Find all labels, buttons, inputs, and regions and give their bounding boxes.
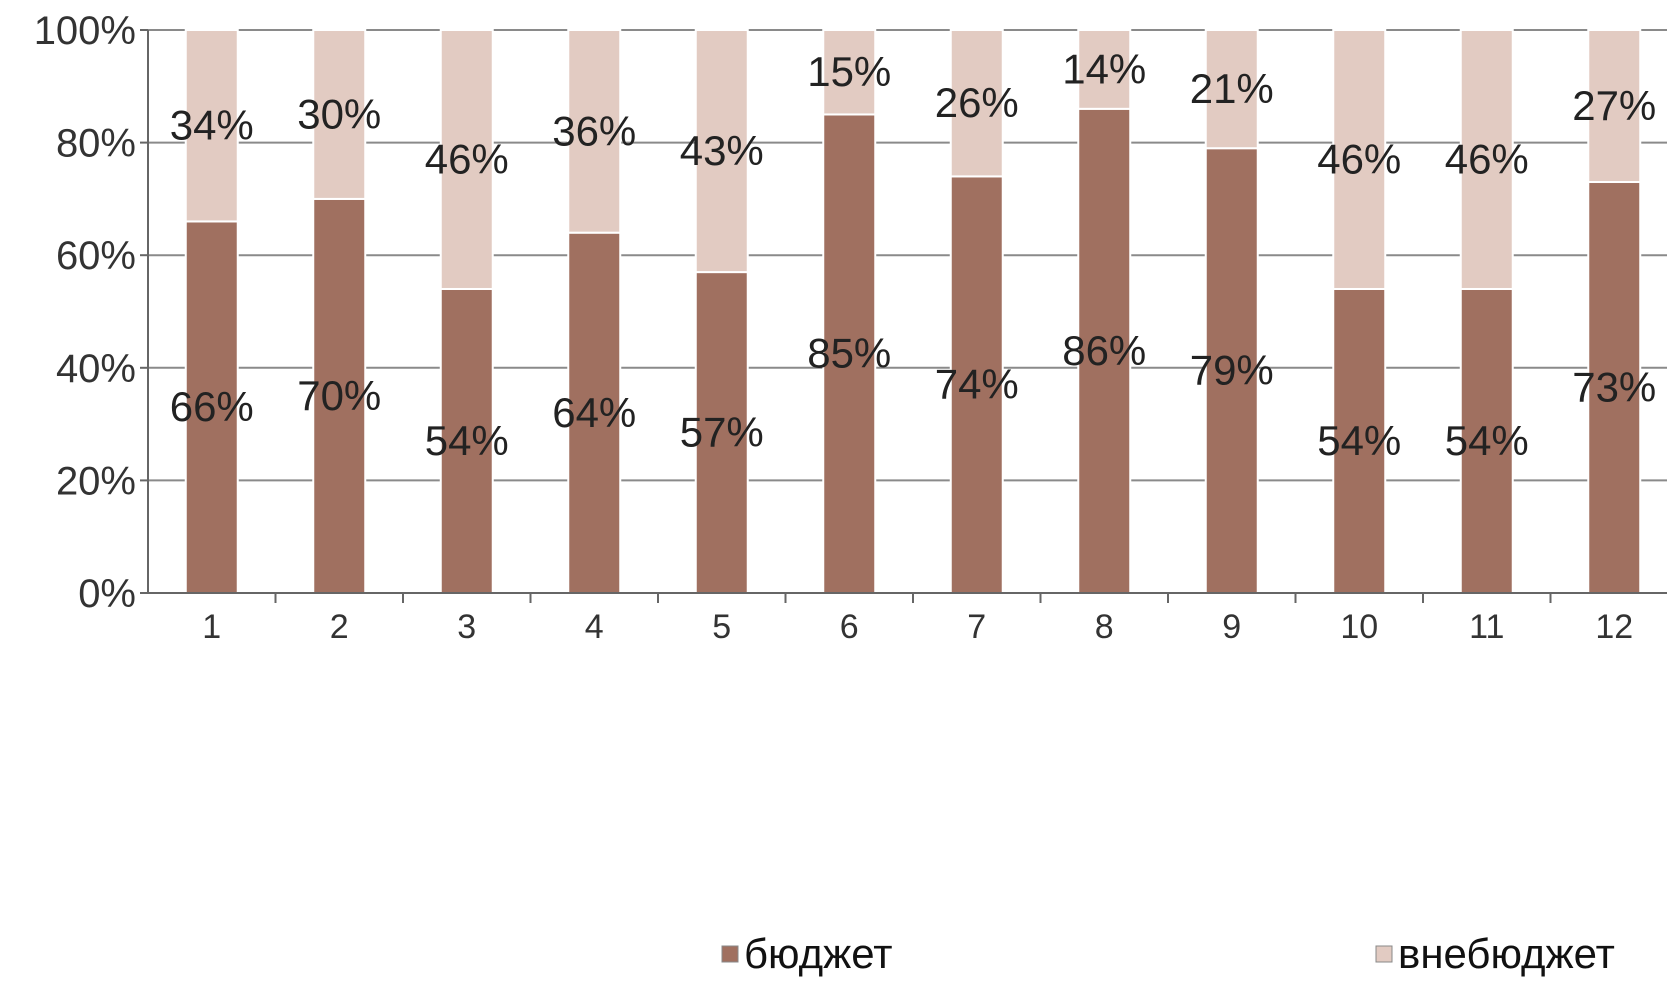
data-label: 54% (1445, 417, 1529, 464)
data-label: 64% (552, 389, 636, 436)
data-label: 73% (1572, 364, 1656, 411)
data-label: 74% (935, 361, 1019, 408)
data-label: 43% (680, 127, 764, 174)
data-label: 79% (1190, 347, 1274, 394)
legend-swatch (1375, 945, 1393, 963)
data-label: 57% (680, 409, 764, 456)
x-tick-label: 3 (457, 608, 476, 646)
axes: 0%20%40%60%80%100%1 2 3 4 5 6 7 8 9 10 11 12 (34, 9, 1667, 646)
data-label: 26% (935, 79, 1019, 126)
bar-segment-extra-budget (1077, 29, 1132, 110)
bar-segment-budget (1204, 147, 1259, 594)
x-tick-label: 4 (585, 608, 604, 646)
bar-segment-extra-budget (694, 29, 749, 274)
bar-segment-extra-budget (1204, 29, 1259, 150)
bar-segment-budget (1077, 107, 1132, 594)
data-label: 86% (1062, 327, 1146, 374)
bar-segment-budget (822, 113, 877, 594)
data-label: 21% (1190, 65, 1274, 112)
x-tick-label: 6 (840, 608, 859, 646)
data-label: 15% (807, 48, 891, 95)
x-tick-label: 12 (1595, 608, 1633, 646)
bar-segment-extra-budget (1459, 29, 1514, 290)
y-tick-label: 80% (56, 122, 136, 166)
bar-segment-extra-budget (312, 29, 367, 200)
data-label: 30% (297, 90, 381, 137)
data-label: 34% (170, 102, 254, 149)
bar-segment-extra-budget (1587, 29, 1642, 184)
bar-segment-extra-budget (822, 29, 877, 116)
bar-segment-budget (439, 287, 494, 594)
x-tick-label: 11 (1469, 608, 1504, 646)
data-label: 54% (1317, 417, 1401, 464)
y-tick-label: 20% (56, 459, 136, 503)
bar-segment-budget (567, 231, 622, 594)
bar-segment-budget (1459, 287, 1514, 594)
bar-segment-budget (1587, 181, 1642, 594)
data-label: 36% (552, 107, 636, 154)
bar-segment-extra-budget (1332, 29, 1387, 290)
x-tick-label: 8 (1095, 608, 1114, 646)
data-label: 27% (1572, 82, 1656, 129)
bar-segment-extra-budget (184, 29, 239, 223)
data-label: 70% (297, 372, 381, 419)
y-tick-label: 40% (56, 347, 136, 391)
data-label: 85% (807, 330, 891, 377)
data-label: 54% (425, 417, 509, 464)
data-label: 14% (1062, 45, 1146, 92)
data-label: 46% (1317, 135, 1401, 182)
y-tick-label: 0% (78, 572, 136, 616)
legend-label: бюджет (744, 930, 892, 977)
bar-segment-budget (312, 197, 367, 594)
x-tick-label: 7 (967, 608, 986, 646)
y-tick-label: 60% (56, 234, 136, 278)
bars (184, 29, 1642, 594)
bar-segment-budget (949, 175, 1004, 594)
legend-swatch (721, 945, 739, 963)
bar-segment-extra-budget (567, 29, 622, 234)
legend-label: внебюджет (1398, 930, 1615, 977)
x-tick-label: 5 (712, 608, 731, 646)
bar-segment-extra-budget (949, 29, 1004, 178)
bar-segment-extra-budget (439, 29, 494, 290)
bar-segment-budget (1332, 287, 1387, 594)
y-tick-label: 100% (34, 9, 136, 53)
x-tick-label: 1 (202, 608, 221, 646)
data-label: 46% (425, 135, 509, 182)
data-label: 66% (170, 383, 254, 430)
legend: бюджет внебюджет (721, 930, 1615, 977)
x-tick-label: 10 (1340, 608, 1378, 646)
data-labels: 66% 34% 70% 30% 54% 46% 64% 36% 57% 43% 85% 15% 74% 2… (170, 45, 1657, 464)
x-tick-label: 2 (330, 608, 349, 646)
data-label: 46% (1445, 135, 1529, 182)
x-tick-label: 9 (1222, 608, 1241, 646)
